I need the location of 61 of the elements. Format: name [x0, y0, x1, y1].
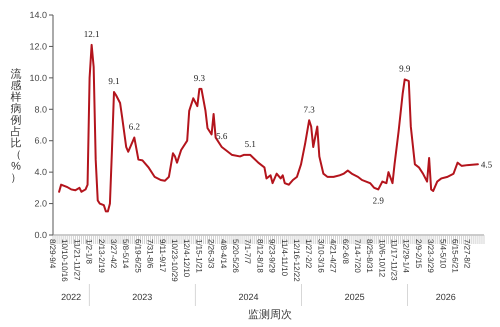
- x-tick-label: 2/13-2/19: [96, 239, 106, 274]
- y-tick-label: 4.0: [34, 167, 47, 178]
- x-tick-label: 2/26-3/3: [206, 239, 216, 269]
- x-tick-label: 8/12-8/18: [255, 239, 264, 274]
- x-tick-label: 2/9-2/15: [414, 239, 423, 269]
- text: 2023: [132, 292, 152, 302]
- x-tick-label: 3/10-3/16: [316, 239, 326, 274]
- x-tick-label: 7/31-8/6: [146, 239, 155, 269]
- y-tick-label: 12.0: [29, 41, 47, 52]
- text: 2026: [436, 292, 456, 302]
- y-tick-label: 0.0: [34, 230, 47, 240]
- annotation: 9.9: [399, 63, 411, 74]
- x-tick-label: 5/4-5/10: [438, 239, 448, 269]
- x-tick-label: 12/16-12/22: [292, 239, 301, 282]
- text: 2022: [61, 292, 82, 302]
- annotation: 5.6: [216, 131, 228, 141]
- text: 2024: [238, 292, 258, 302]
- x-tick-label: 7/1-7/7: [243, 239, 252, 264]
- x-tick-label: 10/6-10/12: [377, 239, 386, 278]
- x-tick-label: 8/25-8/31: [365, 239, 374, 274]
- x-tick-label: 11/4-11/10: [280, 239, 289, 277]
- x-tick-label: 4/21-4/27: [328, 239, 338, 274]
- annotation: 2.9: [372, 195, 384, 206]
- x-tick-label: 9/23-9/29: [268, 239, 277, 274]
- y-tick-label: 2.0: [34, 198, 47, 209]
- line-series: [58, 44, 479, 212]
- x-tick-label: 6/15-6/21: [450, 239, 460, 274]
- x-tick-label: 6/19-6/25: [133, 239, 142, 274]
- x-tick-label: 12/29-1/4: [402, 239, 411, 274]
- y-tick-label: 6.0: [34, 136, 47, 146]
- annotation: 6.2: [128, 122, 140, 132]
- annotation: 5.1: [244, 138, 256, 149]
- x-tick-label: 5/8-5/14: [121, 239, 130, 269]
- x-tick-label: 7/14-7/20: [352, 239, 362, 274]
- x-tick-label: 12/4-12/10: [182, 239, 192, 278]
- text: 流感样病例占比（%）: [10, 68, 22, 184]
- text: 2025: [344, 292, 365, 302]
- x-tick-label: 7/27-8/2: [462, 239, 472, 269]
- x-tick-label: 4/8-4/14: [218, 239, 228, 269]
- y-tick-label: 10.0: [29, 72, 47, 83]
- x-tick-label: 10/23-10/29: [170, 239, 179, 282]
- x-tick-label: 3/23-3/29: [426, 239, 436, 274]
- y-tick-label: 14.0: [29, 10, 47, 20]
- annotation: 4.5: [480, 159, 493, 170]
- annotation: 7.3: [304, 104, 316, 114]
- x-tick-label: 8/29-9/4: [48, 239, 57, 269]
- x-tick-label: 11/17-11/23: [390, 239, 399, 282]
- x-tick-label: 1/15-1/21: [194, 239, 204, 274]
- x-tick-label: 9/11-9/17: [158, 239, 167, 273]
- y-tick-label: 8.0: [34, 104, 47, 114]
- annotation: 12.1: [84, 28, 100, 39]
- x-tick-label: 10/10-10/16: [60, 239, 70, 282]
- x-axis-title: 监测周次: [248, 309, 292, 321]
- x-tick-label: 1/2-1/8: [84, 239, 94, 264]
- x-tick-label: 11/21-11/27: [72, 239, 82, 282]
- annotation: 9.3: [194, 72, 206, 83]
- annotation: 9.1: [108, 76, 120, 86]
- x-tick-label: 1/27-2/2: [304, 239, 314, 269]
- x-tick-label: 6/2-6/8: [340, 239, 350, 264]
- x-tick-label: 5/20-5/26: [230, 239, 240, 274]
- x-tick-label: 3/27-4/2: [108, 239, 118, 269]
